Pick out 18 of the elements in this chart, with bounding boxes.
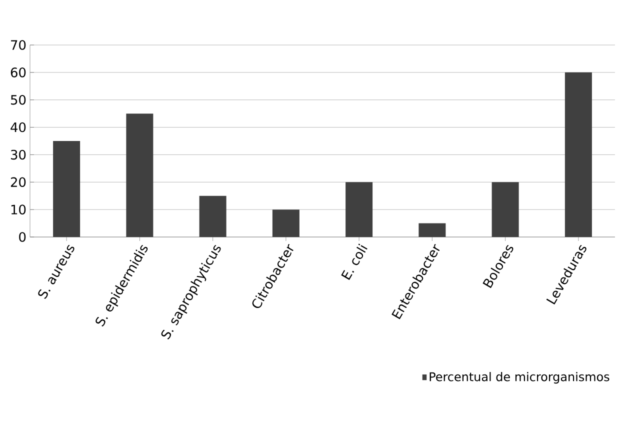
x-tick-label: E. coli (341, 244, 368, 280)
y-tick-label: 10 (11, 204, 26, 214)
y-tick-label: 0 (19, 232, 26, 242)
y-tick-label: 50 (11, 94, 26, 105)
bar (346, 182, 373, 237)
legend-label: Percentual de microrganismos (430, 372, 610, 384)
bar (126, 114, 154, 237)
bar (418, 223, 446, 237)
bar (564, 72, 592, 237)
y-tick-label: 70 (11, 40, 26, 50)
y-tick-label: 40 (10, 122, 26, 132)
bar (199, 196, 226, 237)
y-tick-label: 20 (10, 177, 26, 188)
bar (492, 182, 519, 237)
y-tick-label: 60 (10, 68, 26, 78)
bar (272, 210, 300, 237)
y-tick-label: 30 (10, 150, 26, 160)
bar (53, 140, 80, 237)
